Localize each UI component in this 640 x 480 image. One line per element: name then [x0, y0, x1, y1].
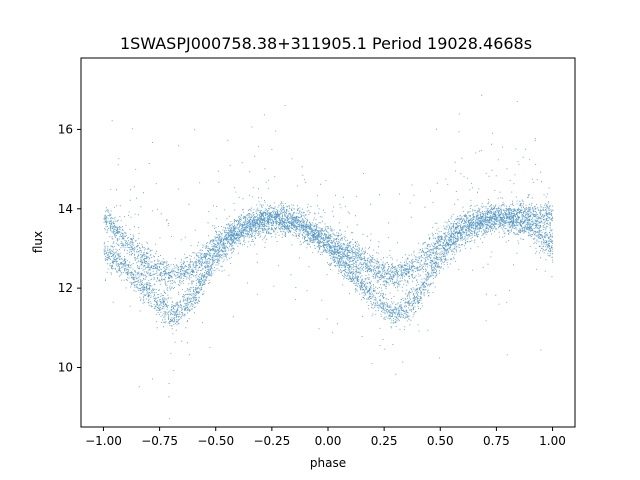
data-points — [103, 94, 554, 420]
x-tick-label: 1.00 — [539, 434, 566, 448]
x-tick-label: 0.50 — [427, 434, 454, 448]
y-axis-label: flux — [31, 231, 45, 253]
x-tick-label: −1.00 — [85, 434, 122, 448]
x-tick-label: −0.25 — [253, 434, 290, 448]
x-tick-label: 0.25 — [371, 434, 398, 448]
y-tick-label: 12 — [58, 281, 73, 295]
plot-frame — [80, 57, 576, 428]
x-tick-label: −0.75 — [141, 434, 178, 448]
y-tick-label: 10 — [58, 360, 73, 374]
x-tick-label: 0.00 — [315, 434, 342, 448]
y-tick-label: 14 — [58, 202, 73, 216]
x-axis-ticks: −1.00 −0.75 −0.50 −0.25 0.00 0.25 0.50 0.75 1.00 — [85, 427, 566, 448]
y-tick-label: 16 — [58, 122, 73, 136]
scatter-points — [103, 94, 554, 420]
x-tick-label: 0.75 — [483, 434, 510, 448]
y-axis-ticks: 10 12 14 16 — [58, 122, 81, 374]
x-tick-label: −0.50 — [197, 434, 234, 448]
chart-title: 1SWASPJ000758.38+311905.1 Period 19028.4… — [120, 34, 532, 53]
x-axis-label: phase — [310, 456, 346, 470]
